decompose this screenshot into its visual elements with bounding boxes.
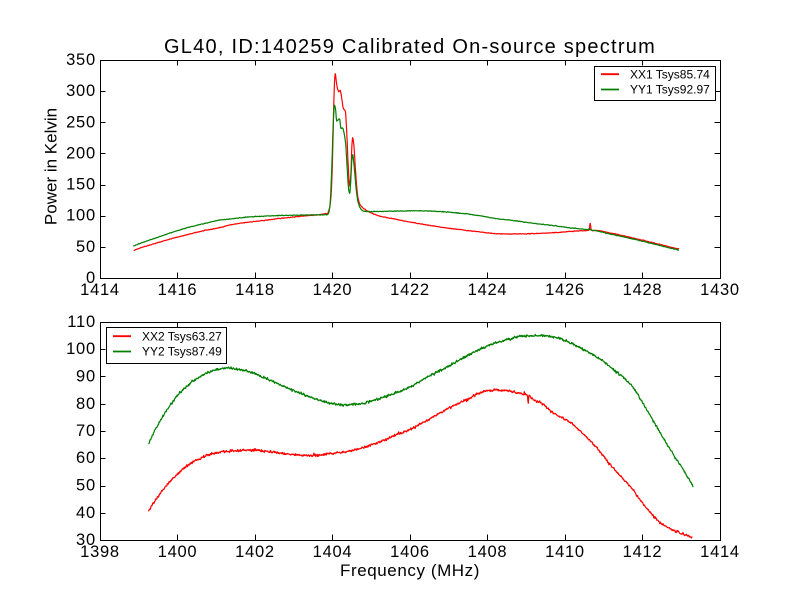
svg-text:50: 50 xyxy=(76,477,96,495)
svg-text:YY2 Tsys87.49: YY2 Tsys87.49 xyxy=(142,345,222,359)
svg-text:XX1 Tsys85.74: XX1 Tsys85.74 xyxy=(630,67,710,81)
svg-text:1406: 1406 xyxy=(390,543,430,561)
svg-text:YY1 Tsys92.97: YY1 Tsys92.97 xyxy=(630,83,710,97)
svg-text:250: 250 xyxy=(66,113,96,131)
svg-text:110: 110 xyxy=(67,313,96,331)
svg-text:30: 30 xyxy=(76,531,96,549)
svg-text:1408: 1408 xyxy=(468,543,508,561)
svg-text:1402: 1402 xyxy=(235,543,275,561)
svg-text:70: 70 xyxy=(76,422,96,440)
svg-text:90: 90 xyxy=(76,368,96,386)
svg-text:1420: 1420 xyxy=(313,281,353,299)
svg-text:1398: 1398 xyxy=(80,543,120,561)
svg-text:300: 300 xyxy=(66,82,96,100)
svg-text:1418: 1418 xyxy=(235,281,275,299)
svg-text:1410: 1410 xyxy=(545,543,585,561)
svg-text:40: 40 xyxy=(76,504,96,522)
svg-text:50: 50 xyxy=(76,238,96,256)
svg-text:100: 100 xyxy=(66,207,96,225)
svg-text:1424: 1424 xyxy=(468,281,508,299)
svg-text:350: 350 xyxy=(66,51,96,69)
svg-text:Power in Kelvin: Power in Kelvin xyxy=(42,108,61,225)
svg-text:80: 80 xyxy=(76,395,96,413)
svg-text:1428: 1428 xyxy=(623,281,663,299)
svg-text:1404: 1404 xyxy=(313,543,353,561)
svg-text:XX2 Tsys63.27: XX2 Tsys63.27 xyxy=(142,329,222,343)
svg-text:100: 100 xyxy=(66,340,96,358)
svg-text:Frequency (MHz): Frequency (MHz) xyxy=(340,561,480,580)
svg-text:1412: 1412 xyxy=(623,543,663,561)
svg-text:150: 150 xyxy=(66,176,96,194)
svg-text:1400: 1400 xyxy=(158,543,198,561)
svg-text:1426: 1426 xyxy=(545,281,585,299)
svg-text:GL40, ID:140259 Calibrated On-: GL40, ID:140259 Calibrated On-source spe… xyxy=(164,36,656,58)
svg-text:1416: 1416 xyxy=(158,281,198,299)
svg-text:1414: 1414 xyxy=(80,281,120,299)
svg-text:0: 0 xyxy=(86,269,96,287)
svg-text:1422: 1422 xyxy=(390,281,430,299)
svg-text:200: 200 xyxy=(66,144,96,162)
svg-text:60: 60 xyxy=(76,449,96,467)
svg-text:1430: 1430 xyxy=(700,281,740,299)
svg-text:1414: 1414 xyxy=(700,543,740,561)
